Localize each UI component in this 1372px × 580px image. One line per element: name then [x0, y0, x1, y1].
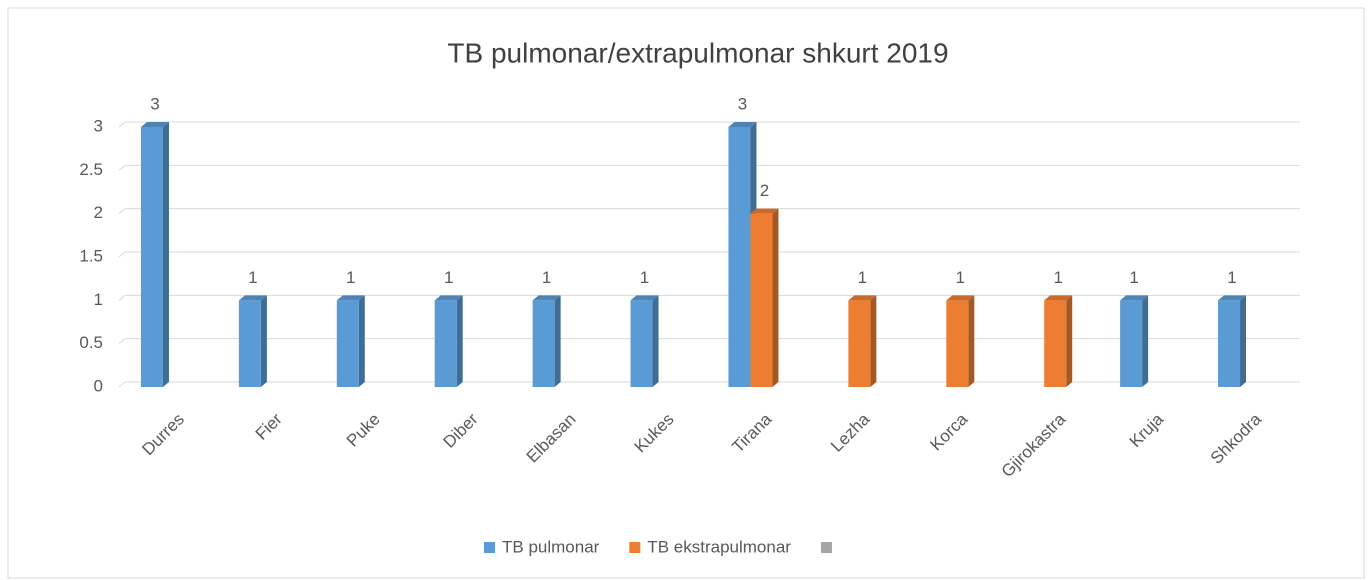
- bar-side: [456, 295, 463, 387]
- bar-top: [434, 295, 463, 301]
- grid-tick: [118, 338, 126, 345]
- y-tick-label: 3: [94, 116, 103, 135]
- chart-frame: [7, 7, 1365, 579]
- bar-top: [946, 295, 975, 301]
- data-label: 1: [640, 268, 649, 287]
- bar-top: [728, 122, 757, 127]
- bar: [848, 300, 871, 387]
- legend-marker: [820, 542, 832, 553]
- bar: [630, 300, 653, 387]
- grid-tick: [118, 121, 126, 128]
- bar: [336, 300, 359, 387]
- data-label: 3: [150, 94, 159, 113]
- bar: [728, 127, 751, 387]
- y-tick-label: 2: [94, 203, 103, 222]
- bar-side: [1066, 295, 1073, 387]
- bar: [1120, 300, 1143, 387]
- bar-side: [968, 295, 975, 387]
- bar-side: [358, 295, 365, 387]
- chart-title: TB pulmonar/extrapulmonar shkurt 2019: [447, 37, 948, 68]
- data-label: 1: [858, 268, 867, 287]
- y-tick-label: 0: [94, 376, 103, 395]
- bar: [140, 127, 163, 387]
- data-label: 1: [542, 268, 551, 287]
- data-label: 1: [956, 268, 965, 287]
- data-label: 1: [1053, 268, 1062, 287]
- bar-side: [554, 295, 561, 387]
- data-label: 1: [444, 268, 453, 287]
- bar-top: [336, 295, 365, 301]
- grid-tick: [118, 251, 126, 258]
- bar-top: [532, 295, 561, 301]
- bar: [1044, 300, 1067, 387]
- bar-top: [140, 122, 169, 127]
- bar-top: [238, 295, 267, 301]
- bar: [238, 300, 261, 387]
- bar-top: [1120, 295, 1149, 301]
- data-label: 1: [1129, 268, 1138, 287]
- grid-tick: [118, 294, 126, 301]
- data-label: 1: [248, 268, 257, 287]
- y-tick-label: 1.5: [79, 246, 103, 265]
- bar-top: [750, 208, 779, 214]
- bar-side: [870, 295, 877, 387]
- y-tick-label: 1: [94, 290, 103, 309]
- data-label: 1: [1227, 268, 1236, 287]
- data-label: 3: [738, 94, 747, 113]
- legend-label: TB pulmonar: [502, 537, 600, 556]
- bar: [532, 300, 555, 387]
- data-label: 1: [346, 268, 355, 287]
- bar: [750, 213, 773, 387]
- bar-side: [1240, 295, 1247, 387]
- bar-top: [1044, 295, 1073, 301]
- grid-tick: [118, 164, 126, 171]
- bar-side: [772, 208, 779, 387]
- bar-top: [1218, 295, 1247, 301]
- bar-side: [260, 295, 267, 387]
- bar: [434, 300, 457, 387]
- legend-marker: [629, 542, 641, 553]
- data-label: 2: [760, 181, 769, 200]
- grid-tick: [118, 381, 126, 388]
- bar-side: [1142, 295, 1149, 387]
- legend-marker: [484, 542, 495, 553]
- y-tick-label: 2.5: [79, 160, 103, 179]
- legend-label: TB ekstrapulmonar: [647, 537, 791, 556]
- bar: [1218, 300, 1241, 387]
- bar-top: [630, 295, 659, 301]
- bar-side: [652, 295, 659, 387]
- y-tick-label: 0.5: [79, 333, 103, 352]
- bar: [946, 300, 969, 387]
- bar-top: [848, 295, 877, 301]
- bar-side: [162, 122, 169, 387]
- grid-tick: [118, 208, 126, 215]
